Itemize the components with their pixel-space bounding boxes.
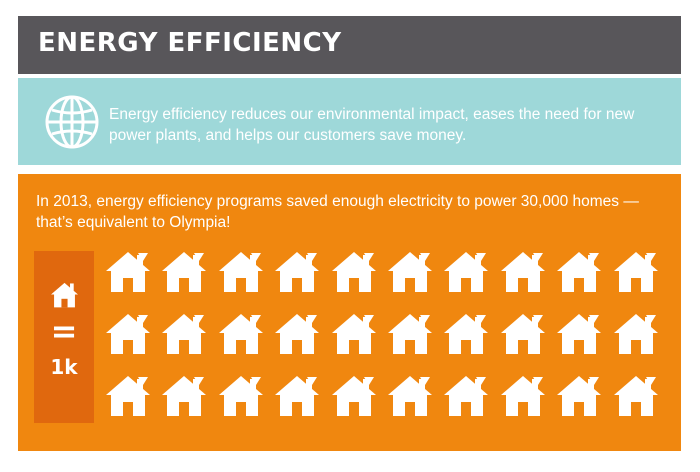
- house-icon: [106, 314, 150, 354]
- house-icon: [275, 376, 320, 416]
- house-icon: [444, 314, 489, 354]
- house-icon: [500, 376, 545, 416]
- house-grid: [104, 249, 664, 421]
- house-icon: [51, 282, 78, 308]
- house-icon: [218, 314, 263, 354]
- legend-box: = 1k: [34, 251, 94, 423]
- house-icon: [106, 376, 150, 416]
- house-icon: [331, 252, 376, 292]
- house-icon: [500, 314, 545, 354]
- house-icon: [331, 376, 376, 416]
- house-icon: [331, 314, 376, 354]
- intro-text: Energy efficiency reduces our environmen…: [109, 106, 635, 144]
- house-icon: [444, 252, 489, 292]
- house-icon: [218, 376, 263, 416]
- legend-equals: =: [50, 312, 78, 350]
- house-icon: [218, 252, 263, 292]
- house-icon: [162, 314, 207, 354]
- house-icon: [444, 376, 489, 416]
- house-icon: [613, 376, 658, 416]
- house-icon: [275, 252, 320, 292]
- header-banner: ENERGY EFFICIENCY: [18, 16, 681, 74]
- house-icon: [106, 252, 150, 292]
- house-icon: [557, 314, 602, 354]
- house-icon: [388, 252, 432, 292]
- house-icon: [388, 314, 432, 354]
- house-icon: [557, 376, 602, 416]
- stats-panel: In 2013, energy efficiency programs save…: [18, 174, 681, 451]
- globe-icon: [45, 95, 99, 149]
- house-icon: [162, 376, 207, 416]
- legend-value: 1k: [50, 355, 78, 379]
- house-icon: [500, 252, 545, 292]
- house-icon: [613, 314, 658, 354]
- stats-text: In 2013, energy efficiency programs save…: [36, 193, 639, 231]
- page-title: ENERGY EFFICIENCY: [38, 28, 342, 58]
- house-icon: [162, 252, 207, 292]
- house-icon: [613, 252, 658, 292]
- house-icon: [275, 314, 320, 354]
- house-icon: [557, 252, 602, 292]
- intro-panel: Energy efficiency reduces our environmen…: [18, 78, 681, 165]
- house-icon: [388, 376, 432, 416]
